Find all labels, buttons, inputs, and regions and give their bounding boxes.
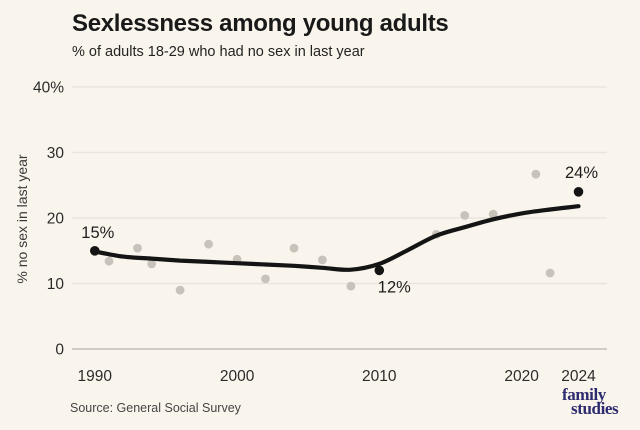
trend-line [92, 204, 581, 272]
x-tick-label-2020: 2020 [504, 368, 539, 385]
x-tick-label-1990: 1990 [78, 368, 113, 385]
scatter-points [104, 169, 555, 295]
highlight-point-1990 [90, 246, 100, 256]
data-point-2018 [488, 209, 498, 219]
data-point-2016 [460, 211, 470, 220]
x-axis-ticks: 1990 2000 2010 2020 2024 [78, 368, 597, 385]
data-point-1996 [175, 285, 185, 295]
y-tick-label-30: 30 [47, 145, 65, 162]
chart-subtitle: % of adults 18-29 who had no sex in last… [72, 44, 365, 60]
y-tick-label-20: 20 [47, 211, 65, 228]
y-axis-title: % no sex in last year [14, 154, 30, 284]
point-label-1990: 15% [81, 224, 114, 242]
data-point-2002 [261, 274, 270, 284]
highlight-point-2024 [573, 187, 584, 197]
highlight-points [90, 187, 584, 276]
point-label-2024: 24% [565, 164, 598, 182]
data-point-2021 [531, 169, 541, 179]
logo-line-1: family [562, 385, 606, 404]
data-point-2006 [318, 255, 327, 265]
family-studies-logo: family studies [562, 385, 619, 418]
data-point-2008 [346, 281, 356, 291]
x-tick-label-2024: 2024 [561, 368, 596, 385]
y-axis-ticks: 0 10 20 30 40% [33, 80, 64, 359]
source-note: Source: General Social Survey [70, 401, 241, 415]
x-tick-label-2000: 2000 [220, 368, 255, 385]
trend-layer [92, 204, 581, 272]
highlight-point-2010 [374, 265, 385, 276]
data-point-2022 [545, 268, 555, 278]
point-annotations: 15% 12% 24% [81, 164, 598, 297]
point-label-2010: 12% [378, 278, 411, 296]
y-tick-label-0: 0 [55, 342, 64, 359]
y-tick-label-10: 10 [47, 276, 65, 293]
data-point-1991 [104, 256, 114, 266]
data-point-1994 [147, 259, 157, 269]
data-point-1993 [133, 243, 142, 253]
data-point-1998 [204, 239, 214, 249]
data-point-2004 [289, 243, 299, 253]
x-tick-label-2010: 2010 [362, 368, 397, 385]
gridlines [72, 86, 607, 350]
chart-title: Sexlessness among young adults [72, 10, 449, 37]
logo-line-2: studies [571, 399, 619, 418]
y-tick-label-40: 40% [33, 80, 64, 97]
